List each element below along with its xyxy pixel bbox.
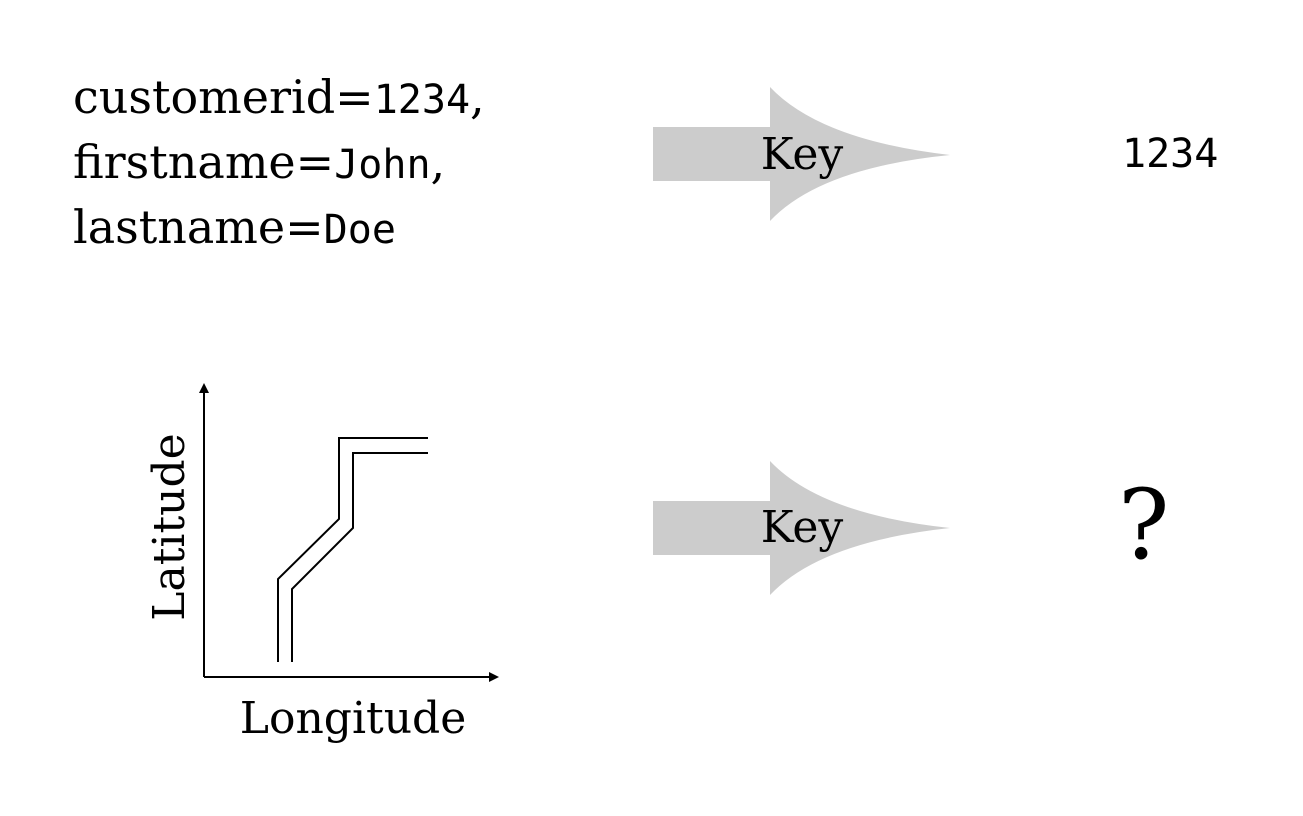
result-key-value: 1234 (1122, 131, 1219, 177)
result-question-mark: ? (1118, 469, 1170, 581)
firstname-key: firstname= (73, 135, 335, 189)
y-axis-label: Latitude (144, 433, 195, 620)
firstname-value: John (334, 142, 431, 188)
customerid-value: 1234 (373, 77, 471, 123)
key-arrow-bottom: Key (653, 461, 950, 595)
arrow-shape-bottom (653, 461, 950, 595)
customerid-separator: , (470, 70, 485, 124)
path-line-right (291, 452, 428, 662)
x-axis-label: Longitude (240, 693, 467, 744)
firstname-separator: , (430, 135, 446, 189)
geo-plot: Longitude Latitude (144, 383, 499, 744)
customer-record: customerid=1234, firstname=John, lastnam… (73, 66, 485, 261)
record-line-firstname: firstname=John, (73, 131, 485, 196)
path-line-left (277, 437, 428, 662)
lastname-key: lastname= (73, 200, 324, 254)
record-line-lastname: lastname=Doe (73, 196, 485, 261)
key-arrow-top: Key (653, 87, 950, 221)
arrow-shape-top (653, 87, 950, 221)
key-label-bottom: Key (761, 502, 844, 553)
lastname-value: Doe (323, 207, 396, 253)
customerid-key: customerid= (73, 70, 374, 124)
key-label-top: Key (761, 129, 844, 180)
record-line-customerid: customerid=1234, (73, 66, 485, 131)
